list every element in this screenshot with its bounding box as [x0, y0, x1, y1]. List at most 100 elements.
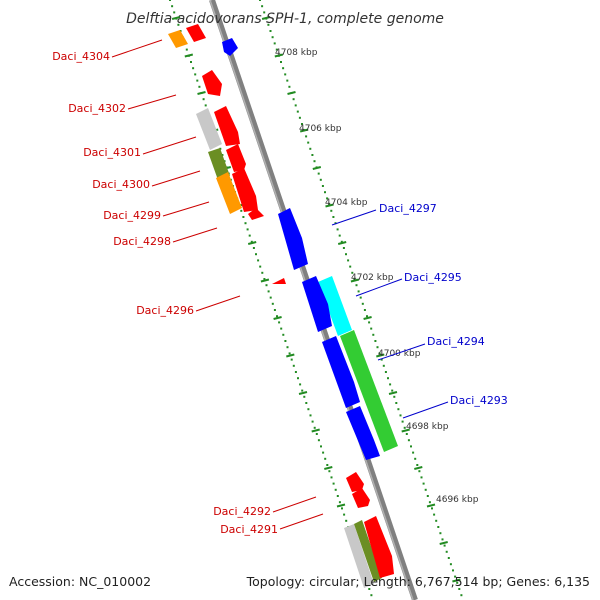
gene-block-gray[interactable] [344, 524, 374, 588]
gene-arrow-blue[interactable] [322, 336, 360, 408]
gene-block-orange[interactable] [216, 172, 242, 214]
inner-tick-dot [303, 395, 306, 398]
outer-tick-dot [374, 340, 377, 342]
outer-tick-dash [414, 466, 423, 470]
inner-tick-dot [370, 594, 373, 597]
leader-line-daci-4298 [172, 227, 218, 243]
inner-tick-dot [244, 222, 247, 225]
inner-tick-dot [368, 588, 371, 590]
inner-tick-dot [248, 234, 251, 237]
gene-block-green[interactable] [340, 330, 398, 452]
gene-arrow-blue[interactable] [346, 406, 380, 460]
gene-block-cyan[interactable] [318, 276, 352, 336]
outer-tick-dot [345, 253, 347, 256]
gene-label-daci-4295[interactable]: Daci_4295 [404, 271, 462, 284]
outer-tick-dot [410, 445, 412, 448]
gene-block-olive[interactable] [208, 148, 230, 180]
inner-tick-dot [326, 464, 329, 466]
inner-tick-dot [313, 426, 316, 429]
inner-tick-dot [255, 253, 257, 256]
gene-arrow-red[interactable] [346, 472, 364, 492]
outer-tick-dot [275, 48, 278, 51]
gene-label-daci-4301[interactable]: Daci_4301 [83, 146, 141, 159]
inner-tick-dot [171, 5, 174, 8]
gene-label-daci-4297[interactable]: Daci_4297 [379, 202, 437, 215]
outer-tick-dot [284, 73, 287, 76]
inner-tick-dot [276, 315, 278, 318]
outer-tick-dash [337, 241, 347, 245]
gene-label-daci-4299[interactable]: Daci_4299 [103, 209, 161, 222]
outer-tick-dash [274, 53, 284, 58]
scale-label-4704: 4704 kbp [325, 198, 368, 208]
map-title: Delftia acidovorans SPH-1, complete geno… [126, 11, 444, 27]
gene-arrow-blue[interactable] [302, 276, 332, 332]
inner-tick-dot [328, 470, 331, 473]
inner-tick-dot [322, 451, 325, 454]
gene-arrow-red[interactable] [352, 488, 370, 508]
inner-tick-dash [286, 353, 295, 358]
inner-tick-dot [282, 333, 285, 336]
gene-label-daci-4304[interactable]: Daci_4304 [52, 50, 110, 63]
gene-arrow-blue[interactable] [222, 38, 238, 56]
scale-labels: 4708 kbp 4706 kbp 4704 kbp 4702 kbp 4700… [275, 48, 479, 505]
gene-label-daci-4298[interactable]: Daci_4298 [113, 235, 171, 248]
outer-tick-dot [414, 457, 417, 460]
inner-tick-dot [242, 216, 245, 218]
outer-tick-dot [391, 389, 394, 392]
inner-tick-dash [247, 241, 257, 245]
gene-label-daci-4302[interactable]: Daci_4302 [68, 102, 126, 115]
outer-tick-dot [261, 5, 264, 8]
leader-line-daci-4294 [377, 343, 426, 361]
scale-label-4696: 4696 kbp [436, 495, 479, 505]
outer-tick-dot [288, 85, 291, 88]
outer-tick-dot [395, 402, 398, 404]
gene-label-daci-4292[interactable]: Daci_4292 [213, 505, 271, 518]
gene-block-gray[interactable] [196, 108, 222, 150]
gene-labels: Daci_4304 Daci_4302 Daci_4301 Daci_4300 … [52, 50, 508, 536]
inner-tick-dot [305, 402, 308, 404]
gene-arrow-red[interactable] [232, 168, 258, 212]
outer-tick-dash [287, 91, 296, 95]
inner-tick-dot [202, 98, 205, 101]
gene-block-orange[interactable] [168, 30, 188, 48]
outer-tick-dot [416, 464, 419, 466]
inner-tick-dot [301, 389, 304, 392]
gene-label-daci-4296[interactable]: Daci_4296 [136, 304, 194, 317]
gene-arrow-red[interactable] [202, 70, 222, 96]
outer-tick-dot [437, 526, 440, 528]
inner-tick-dash [298, 391, 308, 395]
outer-tick-dash [439, 541, 448, 545]
gene-arrow-red[interactable] [272, 278, 286, 284]
inner-tick-dot [278, 321, 281, 324]
leader-line-daci-4301 [142, 136, 197, 155]
gene-label-daci-4294[interactable]: Daci_4294 [427, 335, 485, 348]
gene-arrow-red[interactable] [364, 516, 394, 578]
outer-tick-dot [445, 550, 448, 553]
inner-tick-dash [260, 278, 270, 283]
gene-label-daci-4300[interactable]: Daci_4300 [92, 178, 150, 191]
gene-arrow-red[interactable] [248, 208, 264, 220]
gene-arrow-red[interactable] [214, 106, 240, 146]
inner-tick-dot [173, 11, 176, 14]
gene-block-red[interactable] [186, 24, 206, 42]
outer-tick-dash [325, 203, 334, 208]
inner-tick-dot [294, 371, 297, 373]
outer-tick-dot [311, 154, 314, 156]
inner-tick-dot [273, 309, 276, 311]
inner-tick-dot [252, 247, 255, 249]
gene-arrow-blue[interactable] [278, 208, 308, 270]
gene-label-daci-4293[interactable]: Daci_4293 [450, 394, 508, 407]
outer-tick-dot [403, 426, 406, 429]
inner-tick-dot [194, 73, 197, 76]
gene-label-daci-4291[interactable]: Daci_4291 [220, 523, 278, 536]
inner-tick-dot [292, 364, 295, 367]
inner-tick-dot [332, 482, 335, 485]
outer-tick-dot [431, 507, 433, 510]
outer-tick-dot [280, 61, 282, 63]
gene-block-olive[interactable] [354, 520, 382, 582]
outer-tick-dash [363, 316, 372, 320]
gene-arrow-red[interactable] [226, 144, 246, 172]
outer-tick-dot [298, 116, 301, 119]
outer-tick-dot [294, 104, 297, 107]
outer-tick-dot [382, 364, 385, 367]
